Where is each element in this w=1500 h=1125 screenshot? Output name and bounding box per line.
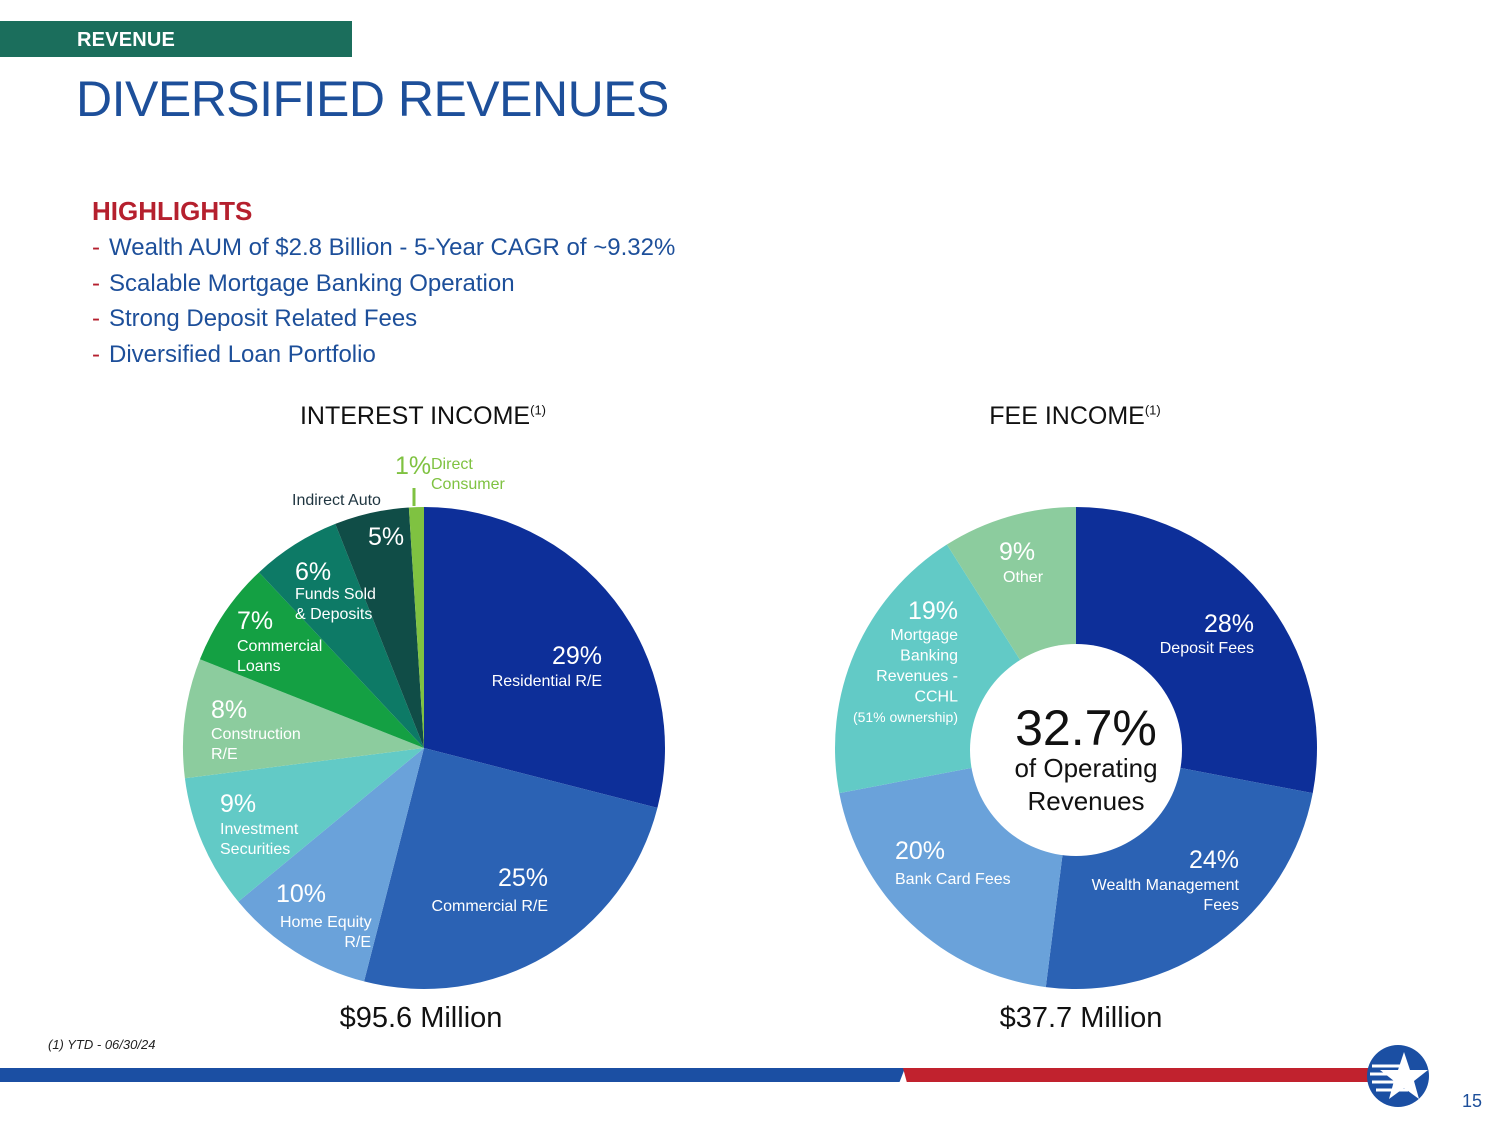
footnote: (1) YTD - 06/30/24 (48, 1037, 156, 1052)
fee-deposit-fees-pct-label: 28% (1204, 610, 1254, 638)
fee-income-title-text: FEE INCOME (989, 402, 1145, 430)
interest-construction-r-e-category-label: Construction (211, 726, 301, 743)
interest-direct-consumer-category-label: Direct (431, 456, 473, 473)
highlight-text: Strong Deposit Related Fees (109, 305, 418, 333)
fee-mortgage-banking-revenues-cchl-51-ownership-category-label: Mortgage (890, 627, 958, 644)
fee-income-title: FEE INCOME(1) (875, 402, 1275, 431)
fee-other-category-label: Other (1003, 569, 1044, 586)
interest-construction-r-e-pct-label: 8% (211, 696, 247, 724)
interest-slice-commercial-r-e (364, 748, 658, 990)
fee-mortgage-banking-revenues-cchl-51-ownership-category-label: Revenues - (876, 668, 958, 685)
interest-income-total: $95.6 Million (339, 1002, 503, 1034)
interest-commercial-loans-pct-label: 7% (237, 607, 273, 635)
bullet-dash: - (92, 305, 100, 333)
fee-deposit-fees-category-label: Deposit Fees (1160, 640, 1254, 657)
highlights-heading: HIGHLIGHTS (92, 196, 253, 226)
fee-wealth-management-fees-category-label: Wealth Management (1092, 877, 1240, 894)
page-number: 15 (1462, 1091, 1483, 1111)
slice-labels: 29% Residential R/E 25% Commercial R/E 10% Ho… (211, 452, 1254, 951)
highlight-item: - Scalable Mortgage Banking Operation (92, 269, 675, 305)
interest-indirect-auto-category-label: Indirect Auto (292, 492, 381, 509)
interest-investment-securities-category-label: Investment (220, 821, 299, 838)
interest-commercial-loans-category-label: Commercial (237, 638, 322, 655)
interest-direct-consumer-pct-label: 1% (395, 452, 431, 480)
interest-income-title: INTEREST INCOME(1) (223, 402, 623, 431)
interest-home-equity-r-e-category-label: Home Equity (280, 914, 372, 931)
highlight-text: Scalable Mortgage Banking Operation (109, 269, 515, 297)
interest-slice-commercial-loans (199, 572, 424, 748)
fee-mortgage-banking-revenues-cchl-51-ownership-pct-label: 19% (908, 597, 958, 625)
fee-bank-card-fees-category-label: Bank Card Fees (895, 871, 1011, 888)
highlights-list: - Wealth AUM of $2.8 Billion - 5-Year CAG… (92, 233, 675, 376)
footer-stripe-red (903, 1068, 1373, 1082)
interest-direct-consumer-category-label: Consumer (431, 476, 505, 493)
star-logo-icon (1367, 1045, 1429, 1107)
highlight-item: - Wealth AUM of $2.8 Billion - 5-Year CAG… (92, 233, 675, 269)
interest-income-title-text: INTEREST INCOME (299, 402, 531, 430)
highlight-text: Diversified Loan Portfolio (109, 341, 376, 369)
fee-income-footnote-mark: (1) (1144, 402, 1161, 418)
interest-residential-r-e-pct-label: 29% (552, 642, 602, 670)
center-text-line-1: of Operating (1014, 753, 1157, 783)
interest-construction-r-e-category-label: R/E (211, 746, 238, 763)
interest-slice-home-equity-r-e (238, 748, 424, 982)
fee-mortgage-banking-revenues-cchl-51-ownership-category-label: (51% ownership) (853, 709, 958, 725)
page-title: DIVERSIFIED REVENUES (76, 71, 669, 127)
bullet-dash: - (92, 341, 100, 369)
interest-income-pie (183, 507, 665, 990)
footer-stripe-blue (0, 1068, 905, 1082)
interest-slice-direct-consumer (408, 507, 424, 748)
interest-investment-securities-pct-label: 9% (220, 790, 256, 818)
interest-slice-indirect-auto (335, 507, 424, 748)
fee-wealth-management-fees-pct-label: 24% (1189, 846, 1239, 874)
interest-funds-sold-deposits-category-label: & Deposits (295, 606, 372, 623)
section-tag: REVENUE DIVERSIFICATION (0, 21, 352, 89)
interest-funds-sold-deposits-category-label: Funds Sold (295, 586, 376, 603)
interest-funds-sold-deposits-pct-label: 6% (295, 558, 331, 586)
interest-slice-funds-sold-deposits (259, 523, 424, 748)
interest-residential-r-e-category-label: Residential R/E (492, 673, 602, 690)
interest-slice-investment-securities (184, 748, 424, 902)
interest-home-equity-r-e-category-label: R/E (344, 934, 371, 951)
highlight-text: Wealth AUM of $2.8 Billion - 5-Year CAGR… (109, 234, 676, 261)
center-text-line-2: Revenues (1027, 786, 1144, 816)
bullet-dash: - (92, 269, 100, 297)
interest-slice-construction-r-e (183, 659, 424, 779)
fee-income-total: $37.7 Million (999, 1002, 1163, 1034)
highlight-item: - Diversified Loan Portfolio (92, 340, 675, 376)
interest-commercial-loans-category-label: Loans (237, 658, 281, 675)
fee-wealth-management-fees-category-label: Fees (1203, 897, 1239, 914)
interest-income-footnote-mark: (1) (530, 402, 546, 418)
bullet-dash: - (92, 234, 100, 261)
interest-commercial-r-e-pct-label: 25% (498, 864, 548, 892)
interest-indirect-auto-pct-label: 5% (368, 523, 404, 551)
center-percentage: 32.7% (1015, 700, 1157, 756)
highlight-item: - Strong Deposit Related Fees (92, 304, 675, 340)
interest-slice-residential-r-e (424, 507, 665, 808)
fee-mortgage-banking-revenues-cchl-51-ownership-category-label: CCHL (914, 689, 958, 706)
interest-home-equity-r-e-pct-label: 10% (276, 880, 326, 908)
fee-other-pct-label: 9% (999, 538, 1035, 566)
donut-hole (970, 644, 1182, 856)
fee-bank-card-fees-pct-label: 20% (895, 837, 945, 865)
interest-commercial-r-e-category-label: Commercial R/E (432, 898, 548, 915)
interest-investment-securities-category-label: Securities (220, 841, 290, 858)
fee-mortgage-banking-revenues-cchl-51-ownership-category-label: Banking (900, 648, 958, 665)
